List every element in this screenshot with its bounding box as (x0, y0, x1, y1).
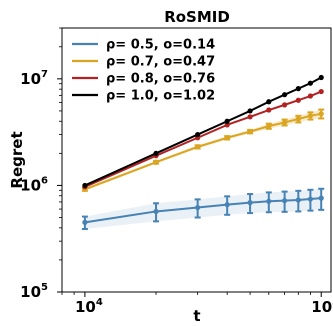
series-4-point (282, 92, 288, 98)
legend: ρ= 0.5, o=0.14 ρ= 0.7, o=0.47 ρ= 0.8, o=0.… (72, 38, 215, 104)
series-3-point (318, 88, 324, 95)
y-tick-label: 106 (20, 175, 48, 194)
series-1-point (247, 199, 253, 206)
x-tick-label: 104 (75, 297, 103, 316)
series-2-point (153, 159, 159, 165)
chart-title: RoSMID (164, 8, 230, 26)
series-2-point (266, 123, 272, 129)
legend-label-3: ρ= 0.8, o=0.76 (106, 72, 215, 87)
series-2-point (318, 111, 324, 117)
series-4 (82, 74, 324, 189)
series-4-point (195, 131, 201, 138)
series-1-band (84, 188, 322, 230)
series-1-point (224, 202, 230, 208)
series-3 (82, 88, 324, 190)
series-2-point (195, 144, 201, 150)
series-1-point (318, 195, 324, 201)
series-2-point (295, 116, 301, 122)
series-3-line (84, 90, 322, 188)
legend-label-1: ρ= 0.5, o=0.14 (106, 38, 215, 53)
series-2-point (247, 128, 253, 135)
series-1-point (266, 198, 272, 204)
series-3-point (282, 102, 288, 108)
series-2-band (84, 109, 322, 191)
legend-label-2: ρ= 0.7, o=0.47 (106, 55, 215, 70)
x-tick-label: 105 (311, 297, 333, 316)
series-1 (81, 187, 325, 231)
series-4-point (224, 118, 230, 124)
series-2-point (307, 113, 314, 119)
series-4-point (307, 80, 314, 86)
series-2 (81, 108, 325, 192)
series-3-point (247, 114, 253, 120)
plot-frame (61, 27, 332, 293)
series-1-point (307, 196, 314, 202)
series-1-point (295, 197, 301, 203)
y-tick-label: 105 (20, 282, 48, 301)
series-2-point (224, 135, 230, 141)
series-3-point (224, 122, 230, 128)
series-1-point (282, 198, 288, 204)
series-4-point (266, 99, 272, 105)
x-axis-label: t (193, 307, 200, 325)
series-4-point (82, 182, 88, 189)
series-1-point (195, 204, 201, 211)
series-4-point (153, 150, 159, 156)
series-4-point (318, 74, 324, 81)
series-3-point (295, 97, 301, 103)
legend-label-4: ρ= 1.0, o=1.02 (106, 89, 215, 104)
series-4-line (84, 76, 322, 187)
series-3-point (307, 93, 314, 99)
series-2-line (84, 112, 322, 191)
series-1-point (82, 219, 88, 225)
series-1-line (84, 197, 322, 224)
series-4-point (247, 108, 253, 114)
series-lines (81, 74, 325, 231)
series-1-point (153, 208, 159, 215)
confidence-bands (84, 109, 322, 230)
series-3-point (266, 107, 272, 113)
y-axis-label: Regret (8, 131, 26, 188)
series-4-point (295, 86, 301, 92)
y-tick-label: 107 (20, 69, 48, 88)
series-2-point (282, 119, 288, 126)
